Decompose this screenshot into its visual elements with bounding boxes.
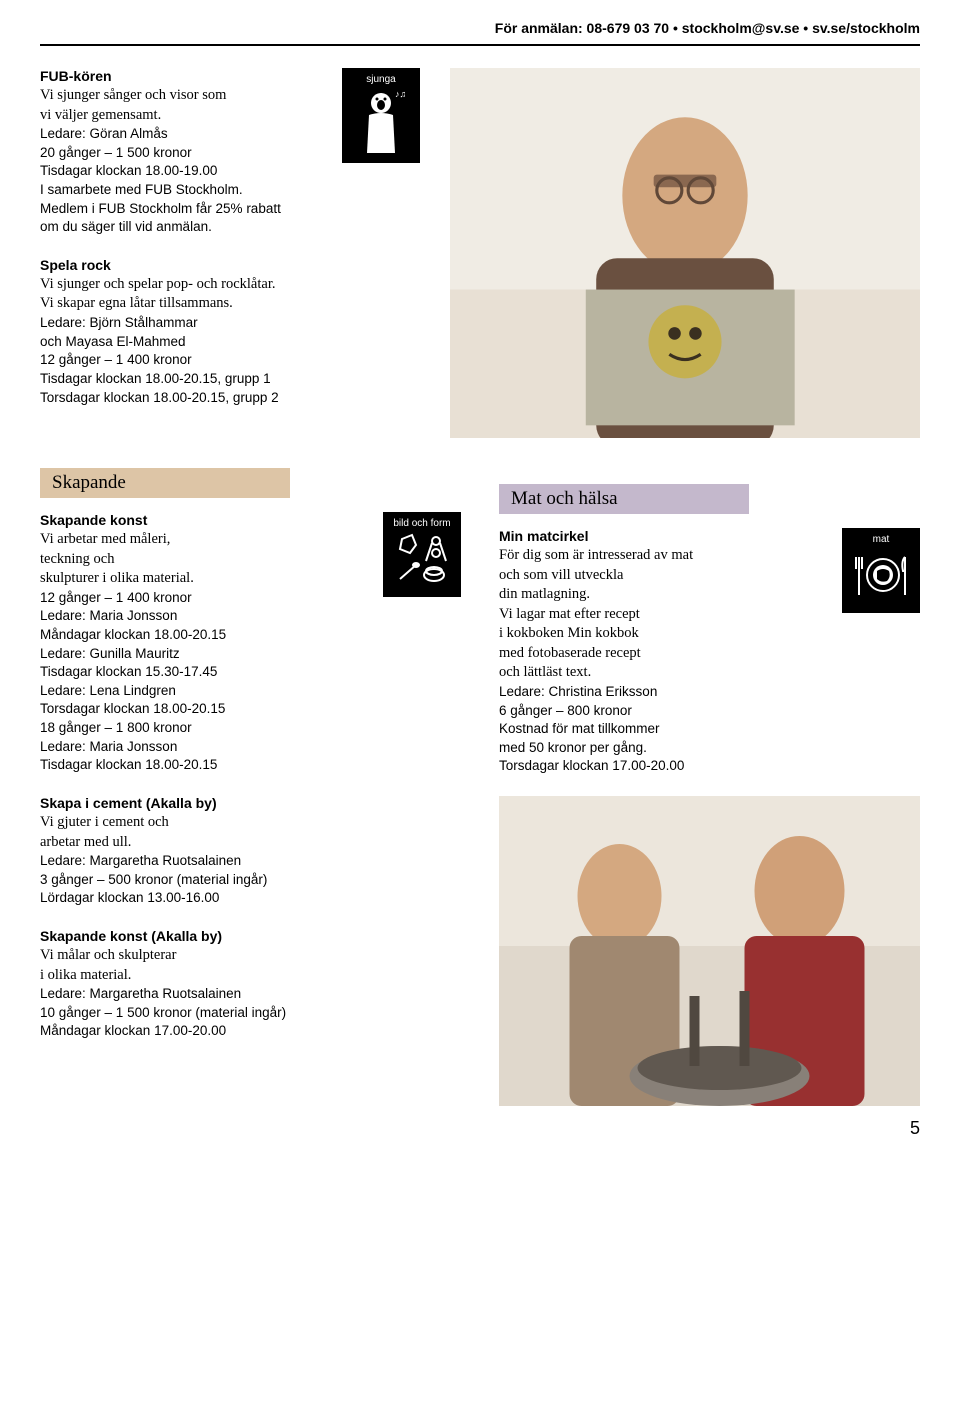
food-plate-icon xyxy=(851,547,911,603)
rock-l3: 12 gånger – 1 400 kronor xyxy=(40,351,420,370)
rock-l1: Ledare: Björn Stålhammar xyxy=(40,314,420,333)
rock-intro1: Vi sjunger och spelar pop- och rocklåtar… xyxy=(40,275,420,295)
header-rule xyxy=(40,44,920,46)
mat-intro5: i kokboken Min kokbok xyxy=(499,624,920,644)
rock-title: Spela rock xyxy=(40,257,420,273)
konst-l2: Ledare: Maria Jonsson xyxy=(40,607,461,626)
akalla-title: Skapande konst (Akalla by) xyxy=(40,928,461,944)
mat-icon: mat xyxy=(842,528,920,613)
rock-l5: Torsdagar klockan 18.00-20.15, grupp 2 xyxy=(40,389,420,408)
akalla-l3: Måndagar klockan 17.00-20.00 xyxy=(40,1022,461,1041)
cement-l2: 3 gånger – 500 kronor (material ingår) xyxy=(40,871,461,890)
rock-l4: Tisdagar klockan 18.00-20.15, grupp 1 xyxy=(40,370,420,389)
photo-cooking xyxy=(499,796,920,1106)
right-column: Mat och hälsa mat Min matcirkel För dig … xyxy=(499,468,920,1106)
rock-l2: och Mayasa El-Mahmed xyxy=(40,333,420,352)
fub-l6: om du säger till vid anmälan. xyxy=(40,218,420,237)
konst-l8: 18 gånger – 1 800 kronor xyxy=(40,719,461,738)
bild-och-form-icon: bild och form xyxy=(383,512,461,597)
cement-l1: Ledare: Margaretha Ruotsalainen xyxy=(40,852,461,871)
konst-l9: Ledare: Maria Jonsson xyxy=(40,738,461,757)
konst-l3: Måndagar klockan 18.00-20.15 xyxy=(40,626,461,645)
akalla-block: Skapande konst (Akalla by) Vi målar och … xyxy=(40,928,461,1041)
left-column: Skapande bild och form Skapande konst Vi… xyxy=(40,468,461,1106)
top-right-column xyxy=(450,68,920,438)
svg-text:♪♫: ♪♫ xyxy=(395,89,406,99)
singing-figure-icon: ♪♫ xyxy=(355,87,407,153)
mat-intro6: med fotobaserade recept xyxy=(499,644,920,664)
akalla-intro2: i olika material. xyxy=(40,966,461,986)
akalla-intro1: Vi målar och skulpterar xyxy=(40,946,461,966)
fub-l3: Tisdagar klockan 18.00-19.00 xyxy=(40,162,420,181)
fub-koren-block: sjunga ♪♫ FUB-kören Vi sjunger sånger oc… xyxy=(40,68,420,237)
konst-l7: Torsdagar klockan 18.00-20.15 xyxy=(40,700,461,719)
akalla-l2: 10 gånger – 1 500 kronor (material ingår… xyxy=(40,1004,461,1023)
photo-man-painting xyxy=(450,68,920,438)
fub-l4: I samarbete med FUB Stockholm. xyxy=(40,181,420,200)
sjunga-icon: sjunga ♪♫ xyxy=(342,68,420,163)
konst-l4: Ledare: Gunilla Mauritz xyxy=(40,645,461,664)
art-icon xyxy=(394,531,450,587)
mat-intro7: och lättläst text. xyxy=(499,663,920,683)
cement-l3: Lördagar klockan 13.00-16.00 xyxy=(40,889,461,908)
top-left-column: sjunga ♪♫ FUB-kören Vi sjunger sånger oc… xyxy=(40,68,420,438)
page-header: För anmälan: 08-679 03 70 • stockholm@sv… xyxy=(40,20,920,36)
rock-intro2: Vi skapar egna låtar tillsammans. xyxy=(40,294,420,314)
top-section: sjunga ♪♫ FUB-kören Vi sjunger sånger oc… xyxy=(40,68,920,438)
cement-block: Skapa i cement (Akalla by) Vi gjuter i c… xyxy=(40,795,461,908)
akalla-l1: Ledare: Margaretha Ruotsalainen xyxy=(40,985,461,1004)
mat-l3: Kostnad för mat tillkommer xyxy=(499,720,920,739)
spela-rock-block: Spela rock Vi sjunger och spelar pop- oc… xyxy=(40,257,420,407)
cement-title: Skapa i cement (Akalla by) xyxy=(40,795,461,811)
konst-l5: Tisdagar klockan 15.30-17.45 xyxy=(40,663,461,682)
matcirkel-block: mat Min matcirkel För dig som är intress… xyxy=(499,528,920,776)
konst-l6: Ledare: Lena Lindgren xyxy=(40,682,461,701)
konst-l10: Tisdagar klockan 18.00-20.15 xyxy=(40,756,461,775)
cement-intro1: Vi gjuter i cement och xyxy=(40,813,461,833)
two-columns: Skapande bild och form Skapande konst Vi… xyxy=(40,468,920,1106)
page-number: 5 xyxy=(40,1118,920,1139)
fub-l5: Medlem i FUB Stockholm får 25% rabatt xyxy=(40,200,420,219)
cement-intro2: arbetar med ull. xyxy=(40,833,461,853)
skapande-konst-block: bild och form Skapande konst Vi arbetar … xyxy=(40,512,461,775)
sjunga-icon-label: sjunga xyxy=(366,74,395,85)
mat-l1: Ledare: Christina Eriksson xyxy=(499,683,920,702)
mat-l4: med 50 kronor per gång. xyxy=(499,739,920,758)
skapande-bar: Skapande xyxy=(40,468,290,498)
bild-icon-label: bild och form xyxy=(393,518,450,529)
mat-bar: Mat och hälsa xyxy=(499,484,749,514)
mat-l2: 6 gånger – 800 kronor xyxy=(499,702,920,721)
mat-icon-label: mat xyxy=(873,534,890,545)
mat-l5: Torsdagar klockan 17.00-20.00 xyxy=(499,757,920,776)
